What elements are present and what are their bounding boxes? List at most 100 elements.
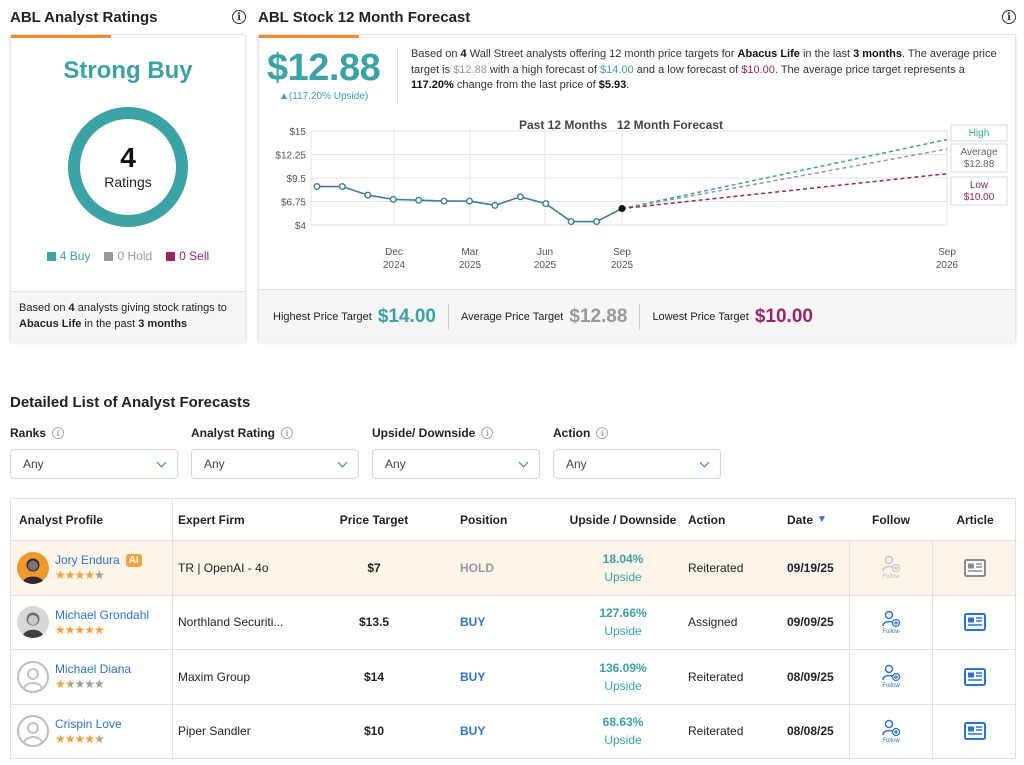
article-cell	[933, 541, 1017, 595]
upside: 18.04% Upside	[602, 551, 644, 584]
expert-firm: TR | OpenAI - 4o	[178, 560, 269, 575]
upside-select[interactable]: Any	[372, 449, 540, 479]
price-point	[313, 183, 321, 191]
star-rating: ★★★★★	[55, 622, 105, 637]
date: 09/09/25	[787, 615, 834, 630]
forecast-title: ABL Stock 12 Month Forecast	[258, 8, 471, 26]
price-targets-row: Highest Price Target $14.00 Average Pric…	[259, 289, 1015, 343]
forecast-description: Based on 4 Wall Street analysts offering…	[411, 48, 997, 91]
analyst-name[interactable]: Michael Diana	[55, 662, 132, 677]
x-tick-month: Sep	[938, 247, 956, 258]
star-rating: ★★★★★	[55, 677, 105, 692]
position: BUY	[460, 615, 486, 630]
x-tick-month: Dec	[385, 247, 403, 258]
info-icon[interactable]: i	[232, 10, 246, 24]
date: 08/09/25	[787, 669, 834, 684]
info-icon[interactable]: i	[481, 427, 494, 439]
price-forecast-chart: $15 $12.25 $9.5 $6.75 $4 Past 12 Months 12 Mon…	[275, 119, 1008, 271]
legend-buy: 4 Buy	[46, 249, 91, 263]
info-icon[interactable]: i	[281, 427, 294, 439]
analyst-profile: Michael Grondahl ★★★★★	[11, 595, 173, 649]
article-icon[interactable]	[964, 558, 986, 577]
avatar[interactable]	[17, 606, 49, 639]
info-icon[interactable]: i	[596, 427, 609, 439]
info-icon[interactable]: i	[52, 427, 65, 439]
y-tick-label: $12.25	[275, 151, 306, 162]
forecast-header: ABL Stock 12 Month Forecast i	[258, 6, 1016, 28]
select-value: Any	[23, 457, 44, 471]
analyst-profile: Jory Endura AI ★★★★★	[11, 541, 173, 595]
follow-button[interactable]: Follow	[881, 555, 901, 580]
x-tick-year: 2026	[936, 260, 959, 271]
legend-buy-label: 4 Buy	[59, 249, 91, 263]
current-price-point	[618, 205, 626, 213]
col-action: Action	[688, 512, 726, 527]
highest-target-label: Highest Price Target	[273, 310, 372, 323]
action: Reiterated	[688, 724, 744, 739]
x-tick-year: 2025	[611, 260, 634, 271]
price-point	[593, 218, 601, 226]
ratings-footer-text: Based on 4 analysts giving stock ratings…	[11, 291, 245, 343]
follow-button[interactable]: Follow	[881, 664, 901, 689]
position: BUY	[460, 669, 486, 684]
forecast-high-label: High	[969, 128, 990, 139]
select-value: Any	[385, 457, 406, 471]
avatar[interactable]	[17, 715, 49, 748]
action-select[interactable]: Any	[553, 449, 721, 479]
follow-label: Follow	[882, 574, 900, 581]
table-row: Michael Grondahl ★★★★★ Northland Securit…	[11, 595, 1015, 650]
x-tick-month: Mar	[461, 247, 479, 258]
price-point	[338, 183, 346, 191]
price-target: $7	[367, 560, 381, 575]
upside-percent: ▲(117.20% Upside)	[279, 91, 369, 102]
forecast-low-line	[621, 172, 948, 210]
divider	[447, 303, 449, 330]
col-article: Article	[956, 512, 994, 527]
col-position: Position	[460, 512, 508, 527]
average-target: Average Price Target $12.88	[461, 306, 627, 328]
ratings-donut: 4 Ratings	[68, 107, 188, 227]
analyst-name[interactable]: Crispin Love	[55, 716, 122, 731]
price-point	[415, 196, 423, 204]
position: HOLD	[460, 560, 494, 575]
upside: 68.63% Upside	[602, 715, 644, 748]
ratings-header: ABL Analyst Ratings i	[10, 6, 246, 28]
follow-button[interactable]: Follow	[881, 719, 901, 744]
info-icon[interactable]: i	[1002, 10, 1016, 24]
analyst-name[interactable]: Jory Endura AI	[55, 553, 142, 567]
follow-person-icon	[882, 719, 901, 736]
chevron-down-icon	[699, 457, 710, 467]
rating-select[interactable]: Any	[191, 449, 359, 479]
article-icon[interactable]	[964, 722, 986, 741]
lowest-target-value: $10.00	[754, 305, 813, 327]
expert-firm: Maxim Group	[178, 669, 251, 684]
ratings-card: Strong Buy 4 Ratings 4 Buy 0 Hold 0 Sell…	[10, 34, 246, 343]
analyst-name[interactable]: Michael Grondahl	[55, 607, 150, 622]
x-tick-year: 2025	[459, 260, 482, 271]
avatar[interactable]	[17, 660, 49, 693]
average-target-value: $12.88	[569, 305, 628, 327]
col-expert-firm: Expert Firm	[178, 512, 245, 527]
follow-button[interactable]: Follow	[881, 610, 901, 635]
chevron-down-icon	[518, 457, 529, 467]
article-icon[interactable]	[964, 613, 986, 632]
date: 08/08/25	[787, 724, 834, 739]
chart-title-forecast: 12 Month Forecast	[617, 119, 723, 132]
ranks-select[interactable]: Any	[10, 449, 178, 479]
article-icon[interactable]	[964, 667, 986, 686]
analyst-profile: Crispin Love ★★★★★	[11, 704, 173, 758]
avatar[interactable]	[17, 551, 49, 584]
price-point	[567, 218, 575, 226]
forecast-low-label: Low	[970, 180, 989, 191]
highest-target: Highest Price Target $14.00	[273, 306, 436, 328]
upside: 136.09% Upside	[599, 660, 647, 693]
forecast-high-box	[950, 124, 1008, 142]
star-rating: ★★★★★	[55, 731, 105, 746]
ratings-count-label: Ratings	[104, 174, 152, 190]
forecast-card: $12.88 ▲(117.20% Upside) Based on 4 Wall…	[258, 34, 1016, 343]
forecast-average-box	[950, 143, 1008, 173]
col-date[interactable]: Date ▼	[787, 512, 827, 527]
ai-badge: AI	[125, 553, 142, 567]
follow-cell: Follow	[849, 650, 933, 704]
average-price-target: $12.88	[267, 47, 381, 89]
